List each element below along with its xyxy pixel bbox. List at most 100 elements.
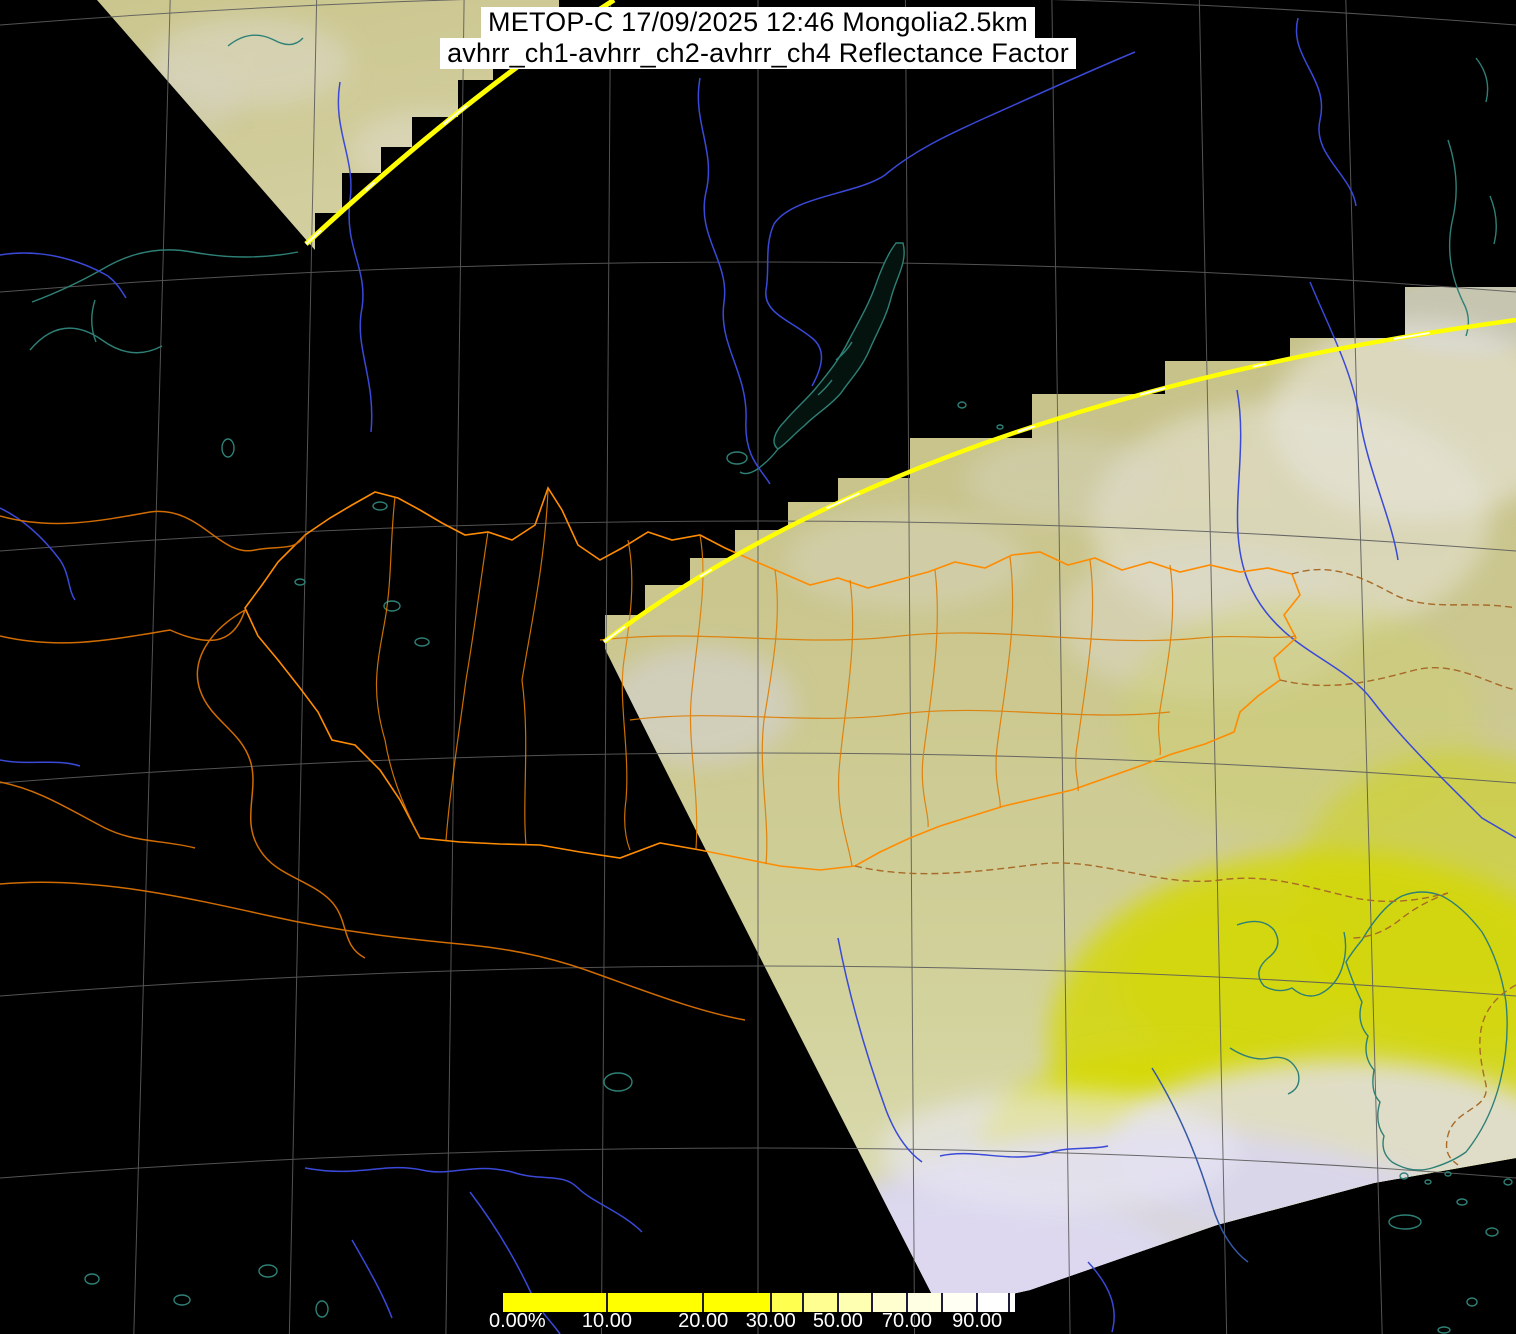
colorbar-segment <box>770 1293 804 1312</box>
borders-internal <box>375 489 1297 867</box>
river <box>765 51 1136 387</box>
product-title-overlay: METOP-C 17/09/2025 12:46 Mongolia2.5km a… <box>0 7 1516 69</box>
river <box>469 1191 561 1334</box>
colorbar-divider <box>802 1293 805 1312</box>
colorbar-segment <box>906 1293 942 1312</box>
colorbar-segment <box>503 1293 607 1312</box>
graticule-meridian <box>445 0 465 1334</box>
graticule-meridian <box>288 0 318 1334</box>
colorbar-tick-label: 90.00 <box>952 1310 1003 1332</box>
colorbar-segment <box>872 1293 907 1312</box>
colorbar-tick-label: 20.00 <box>678 1310 729 1332</box>
river <box>0 252 127 299</box>
river <box>337 81 373 433</box>
border-southeast <box>1445 984 1516 1166</box>
lake-ring <box>603 1072 633 1092</box>
border-fragment <box>0 781 196 849</box>
product-title-line1: METOP-C 17/09/2025 12:46 Mongolia2.5km <box>481 7 1035 38</box>
province-border <box>1157 564 1174 756</box>
province-border <box>629 709 1171 721</box>
colorbar-segment <box>803 1293 838 1312</box>
border-northeast <box>1291 568 1516 609</box>
graticule-meridian <box>600 0 612 1334</box>
province-border <box>445 531 489 841</box>
terminator-white-dashes <box>603 319 1516 643</box>
province-border <box>995 556 1014 808</box>
mongolia-border <box>244 486 1301 871</box>
colorbar-segment <box>606 1293 704 1312</box>
province-border <box>689 534 704 850</box>
terminator-line-main <box>602 317 1516 644</box>
colorbar-divider <box>905 1293 908 1312</box>
border-korea <box>1351 892 1449 939</box>
colorbar-tick-label: 70.00 <box>881 1310 932 1332</box>
graticule-meridian <box>133 0 171 1334</box>
colorbar-divider <box>836 1293 839 1312</box>
river <box>1309 281 1399 561</box>
colorbar-segment <box>977 1293 1015 1312</box>
river-yalu <box>1151 1067 1249 1263</box>
korea-coastline <box>1345 891 1508 1171</box>
province-border <box>621 539 633 851</box>
river-amur <box>1236 389 1516 839</box>
province-border <box>837 579 854 867</box>
graticule-meridian <box>1198 0 1228 1334</box>
swath-main <box>605 287 1516 1310</box>
graticule-parallel <box>0 965 1516 997</box>
colorbar-tick-label: 50.00 <box>812 1310 863 1332</box>
colorbar-divider <box>871 1293 874 1312</box>
river <box>0 507 76 601</box>
province-border <box>921 569 938 828</box>
borders-primary <box>244 486 1301 871</box>
river <box>0 759 81 767</box>
right-edge-coast <box>1447 57 1497 337</box>
province-border <box>761 569 778 865</box>
graticule-parallel <box>0 520 1516 552</box>
graticule-meridian <box>1051 0 1071 1334</box>
colorbar-tick-label: 10.00 <box>581 1310 632 1332</box>
border-kazakh-loop <box>196 609 366 959</box>
colorbar-divider <box>605 1293 608 1312</box>
graticule-parallel <box>0 1147 1516 1179</box>
coastlines <box>29 20 1513 1334</box>
swath-main-clouds <box>605 287 1516 1310</box>
borders-secondary <box>0 510 746 1021</box>
river <box>351 1239 393 1319</box>
bottom-left-islets <box>84 1264 329 1318</box>
terminator-white-dashes <box>305 0 615 245</box>
borders-dark <box>854 568 1516 1166</box>
province-border <box>375 496 421 839</box>
colorbar-track <box>503 1293 1015 1312</box>
river <box>697 77 771 485</box>
graticule-parallel <box>0 261 1516 293</box>
province-border <box>599 632 1297 642</box>
border-west <box>0 609 246 644</box>
graticule-parallel <box>0 752 1516 784</box>
product-title-line2: avhrr_ch1-avhrr_ch2-avhrr_ch4 Reflectanc… <box>440 38 1076 69</box>
rivers <box>0 17 1516 1334</box>
border-southwest <box>0 881 746 1021</box>
border-west <box>0 510 306 552</box>
arctic-coast <box>29 249 299 354</box>
graticule-meridian <box>904 0 916 1334</box>
colorbar-divider <box>769 1293 772 1312</box>
province-border <box>521 489 549 846</box>
colorbar-segment <box>837 1293 873 1312</box>
colorbar-tick-label: 0.00% <box>488 1310 546 1332</box>
olkhon-island <box>739 341 853 475</box>
colorbar <box>503 1293 1015 1312</box>
colorbar-divider <box>702 1293 705 1312</box>
river <box>1087 1261 1115 1333</box>
coast-fragment <box>227 34 304 47</box>
colorbar-divider <box>976 1293 979 1312</box>
bohai-coast <box>1229 920 1347 1095</box>
colorbar-segment <box>941 1293 978 1312</box>
colorbar-tick-label: 30.00 <box>745 1310 796 1332</box>
river <box>837 937 923 1163</box>
offshore-islands <box>1388 1171 1513 1334</box>
colorbar-divider <box>1007 1293 1010 1312</box>
river <box>939 1145 1109 1158</box>
river <box>1295 17 1357 207</box>
